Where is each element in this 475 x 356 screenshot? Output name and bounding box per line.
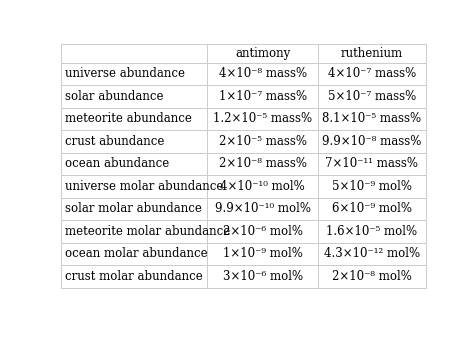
Text: meteorite molar abundance: meteorite molar abundance xyxy=(65,225,230,238)
Bar xyxy=(207,265,318,288)
Text: 1.2×10⁻⁵ mass%: 1.2×10⁻⁵ mass% xyxy=(213,112,312,125)
Bar xyxy=(61,44,207,63)
Bar xyxy=(318,265,426,288)
Text: crust abundance: crust abundance xyxy=(65,135,164,148)
Bar xyxy=(318,220,426,242)
Text: 4×10⁻⁸ mass%: 4×10⁻⁸ mass% xyxy=(218,68,307,80)
Text: 4×10⁻¹⁰ mol%: 4×10⁻¹⁰ mol% xyxy=(220,180,305,193)
Text: solar molar abundance: solar molar abundance xyxy=(65,202,202,215)
Text: 9.9×10⁻⁸ mass%: 9.9×10⁻⁸ mass% xyxy=(322,135,422,148)
Bar xyxy=(318,63,426,85)
Text: 4×10⁻⁷ mass%: 4×10⁻⁷ mass% xyxy=(328,68,416,80)
Text: universe molar abundance: universe molar abundance xyxy=(65,180,223,193)
Text: 3×10⁻⁶ mol%: 3×10⁻⁶ mol% xyxy=(222,270,303,283)
Bar xyxy=(207,44,318,63)
Bar xyxy=(61,265,207,288)
Text: ocean abundance: ocean abundance xyxy=(65,157,169,171)
Text: 1.6×10⁻⁵ mol%: 1.6×10⁻⁵ mol% xyxy=(326,225,418,238)
Text: 7×10⁻¹¹ mass%: 7×10⁻¹¹ mass% xyxy=(325,157,418,171)
Text: solar abundance: solar abundance xyxy=(65,90,163,103)
Bar xyxy=(207,85,318,108)
Bar xyxy=(207,198,318,220)
Text: 1×10⁻⁹ mol%: 1×10⁻⁹ mol% xyxy=(223,247,303,260)
Bar xyxy=(61,175,207,198)
Text: 1×10⁻⁷ mass%: 1×10⁻⁷ mass% xyxy=(218,90,307,103)
Bar xyxy=(207,63,318,85)
Bar xyxy=(318,44,426,63)
Text: 8.1×10⁻⁵ mass%: 8.1×10⁻⁵ mass% xyxy=(323,112,421,125)
Text: 2×10⁻⁵ mass%: 2×10⁻⁵ mass% xyxy=(218,135,306,148)
Text: 4.3×10⁻¹² mol%: 4.3×10⁻¹² mol% xyxy=(324,247,420,260)
Bar xyxy=(207,175,318,198)
Bar xyxy=(61,220,207,242)
Bar xyxy=(61,108,207,130)
Text: 6×10⁻⁹ mol%: 6×10⁻⁹ mol% xyxy=(332,202,412,215)
Bar xyxy=(318,175,426,198)
Bar xyxy=(207,242,318,265)
Text: 5×10⁻⁹ mol%: 5×10⁻⁹ mol% xyxy=(332,180,412,193)
Bar xyxy=(207,220,318,242)
Bar xyxy=(61,242,207,265)
Text: 2×10⁻⁶ mol%: 2×10⁻⁶ mol% xyxy=(223,225,303,238)
Text: ruthenium: ruthenium xyxy=(341,47,403,60)
Text: crust molar abundance: crust molar abundance xyxy=(65,270,203,283)
Bar xyxy=(61,130,207,153)
Text: universe abundance: universe abundance xyxy=(65,68,185,80)
Bar xyxy=(318,198,426,220)
Text: 2×10⁻⁸ mass%: 2×10⁻⁸ mass% xyxy=(218,157,306,171)
Bar xyxy=(207,108,318,130)
Bar xyxy=(318,153,426,175)
Text: antimony: antimony xyxy=(235,47,290,60)
Text: ocean molar abundance: ocean molar abundance xyxy=(65,247,208,260)
Bar xyxy=(318,108,426,130)
Bar xyxy=(318,85,426,108)
Bar xyxy=(61,153,207,175)
Bar xyxy=(207,130,318,153)
Text: meteorite abundance: meteorite abundance xyxy=(65,112,192,125)
Bar xyxy=(318,130,426,153)
Bar xyxy=(207,153,318,175)
Bar xyxy=(61,85,207,108)
Bar xyxy=(61,63,207,85)
Text: 9.9×10⁻¹⁰ mol%: 9.9×10⁻¹⁰ mol% xyxy=(215,202,311,215)
Bar xyxy=(318,242,426,265)
Text: 5×10⁻⁷ mass%: 5×10⁻⁷ mass% xyxy=(328,90,416,103)
Text: 2×10⁻⁸ mol%: 2×10⁻⁸ mol% xyxy=(332,270,412,283)
Bar xyxy=(61,198,207,220)
